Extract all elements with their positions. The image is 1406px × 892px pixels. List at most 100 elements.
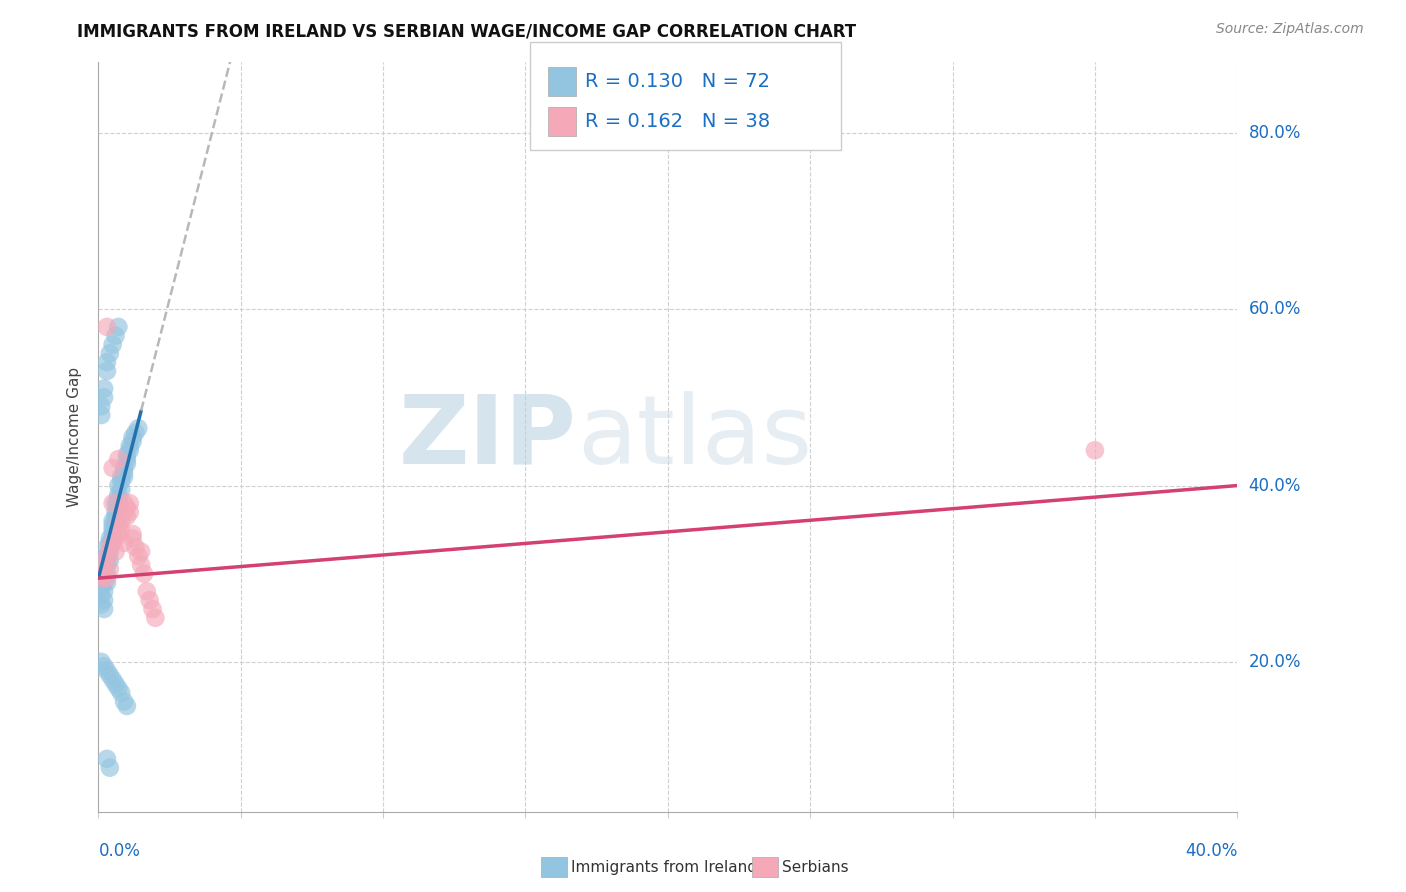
Point	[124, 425, 146, 440]
Text: ZIP: ZIP	[399, 391, 576, 483]
Point	[104, 544, 127, 558]
Point	[110, 523, 132, 537]
Text: 80.0%: 80.0%	[1249, 124, 1301, 142]
Point	[93, 659, 115, 673]
Point	[121, 532, 143, 546]
Point	[104, 509, 127, 524]
Point	[110, 474, 132, 488]
Point	[90, 598, 112, 612]
Point	[96, 571, 118, 585]
Text: IMMIGRANTS FROM IRELAND VS SERBIAN WAGE/INCOME GAP CORRELATION CHART: IMMIGRANTS FROM IRELAND VS SERBIAN WAGE/…	[77, 22, 856, 40]
Point	[132, 566, 155, 581]
Point	[138, 593, 160, 607]
Point	[101, 337, 124, 351]
Point	[93, 558, 115, 572]
Point	[121, 434, 143, 449]
Point	[110, 514, 132, 528]
Point	[93, 566, 115, 581]
Point	[107, 518, 129, 533]
Point	[115, 448, 138, 462]
Point	[129, 544, 152, 558]
Point	[115, 500, 138, 515]
Point	[112, 461, 135, 475]
Point	[90, 589, 112, 603]
Text: 40.0%: 40.0%	[1185, 842, 1237, 860]
Point	[118, 443, 141, 458]
Point	[98, 532, 121, 546]
Point	[98, 553, 121, 567]
Point	[107, 491, 129, 506]
Point	[101, 527, 124, 541]
Point	[96, 553, 118, 567]
Text: 0.0%: 0.0%	[98, 842, 141, 860]
Point	[127, 421, 149, 435]
Point	[98, 541, 121, 555]
Point	[104, 532, 127, 546]
Point	[112, 694, 135, 708]
Point	[135, 584, 157, 599]
Point	[96, 752, 118, 766]
Point	[90, 580, 112, 594]
Point	[107, 478, 129, 492]
Point	[96, 355, 118, 369]
Point	[112, 496, 135, 510]
Point	[96, 549, 118, 563]
Point	[145, 611, 167, 625]
Point	[98, 346, 121, 360]
Point	[104, 505, 127, 519]
Point	[115, 452, 138, 467]
Point	[101, 496, 124, 510]
Point	[98, 562, 121, 576]
Point	[101, 673, 124, 687]
Text: atlas: atlas	[576, 391, 811, 483]
Point	[93, 593, 115, 607]
Point	[124, 541, 146, 555]
Point	[90, 399, 112, 413]
Point	[90, 655, 112, 669]
Point	[101, 514, 124, 528]
Point	[118, 439, 141, 453]
Point	[115, 698, 138, 713]
Point	[101, 518, 124, 533]
Point	[121, 527, 143, 541]
Point	[98, 544, 121, 558]
Point	[96, 566, 118, 581]
Point	[93, 558, 115, 572]
Point	[98, 668, 121, 682]
Point	[101, 532, 124, 546]
Text: 20.0%: 20.0%	[1249, 653, 1301, 671]
Point	[96, 541, 118, 555]
Point	[118, 496, 141, 510]
Point	[101, 461, 124, 475]
Point	[98, 541, 121, 555]
Point	[93, 391, 115, 405]
Point	[93, 382, 115, 396]
Point	[96, 549, 118, 563]
Point	[96, 364, 118, 378]
Point	[104, 328, 127, 343]
Text: 40.0%: 40.0%	[1249, 476, 1301, 494]
Point	[90, 571, 112, 585]
Text: Source: ZipAtlas.com: Source: ZipAtlas.com	[1216, 22, 1364, 37]
Point	[127, 549, 149, 563]
Point	[112, 505, 135, 519]
Point	[93, 575, 115, 590]
Point	[98, 536, 121, 550]
Point	[110, 469, 132, 483]
Text: Immigrants from Ireland: Immigrants from Ireland	[571, 860, 756, 874]
Point	[107, 452, 129, 467]
Point	[112, 536, 135, 550]
Text: R = 0.162   N = 38: R = 0.162 N = 38	[585, 112, 770, 131]
Point	[96, 575, 118, 590]
Point	[96, 664, 118, 678]
Point	[93, 584, 115, 599]
Point	[104, 677, 127, 691]
Text: 60.0%: 60.0%	[1249, 301, 1301, 318]
Point	[90, 571, 112, 585]
Point	[129, 558, 152, 572]
Point	[104, 514, 127, 528]
Point	[90, 408, 112, 422]
Point	[107, 681, 129, 696]
Text: R = 0.130   N = 72: R = 0.130 N = 72	[585, 71, 770, 91]
Text: Serbians: Serbians	[782, 860, 848, 874]
